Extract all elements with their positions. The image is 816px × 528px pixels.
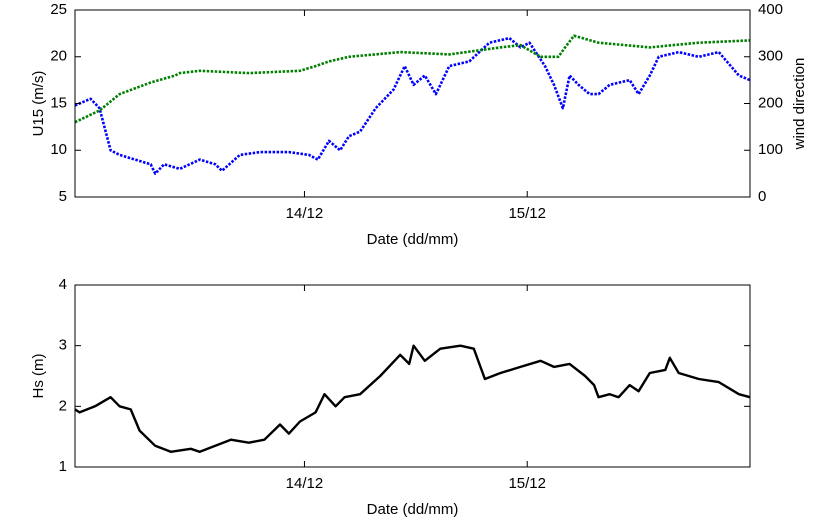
y2-tick-label: 100 bbox=[758, 141, 783, 158]
y2-tick-label: 300 bbox=[758, 48, 783, 65]
plot: 14/12 15/12 1 2 3 4 Date (dd/mm) Hs (m) bbox=[30, 276, 751, 518]
plot: 14/12 15/12 5 10 15 20 25 0 100 200 300 400 Date (dd… bbox=[30, 1, 808, 248]
y-tick-label: 1 bbox=[59, 458, 67, 475]
y-axis-label: U15 (m/s) bbox=[30, 71, 47, 137]
y-tick-label: 3 bbox=[59, 337, 67, 354]
y-tick-label: 2 bbox=[59, 397, 67, 414]
x-axis-label: Date (dd/mm) bbox=[367, 501, 459, 518]
x-axis-label: Date (dd/mm) bbox=[367, 231, 459, 248]
series-line bbox=[74, 344, 751, 453]
y-axis-label: Hs (m) bbox=[30, 354, 47, 399]
y2-tick-label: 400 bbox=[758, 1, 783, 18]
y2-tick-label: 200 bbox=[758, 94, 783, 111]
y-tick-label: 4 bbox=[59, 276, 67, 293]
y2-tick-label: 0 bbox=[758, 188, 766, 205]
x-tick-label: 14/12 bbox=[286, 475, 324, 492]
x-tick-label: 15/12 bbox=[508, 475, 546, 492]
plot-frame bbox=[74, 284, 751, 468]
series-line bbox=[74, 34, 751, 124]
y-tick-label: 10 bbox=[50, 141, 67, 158]
series-line bbox=[74, 36, 751, 175]
y2-axis-label: wind direction bbox=[791, 58, 808, 151]
y-tick-label: 20 bbox=[50, 48, 67, 65]
y-tick-label: 25 bbox=[50, 1, 67, 18]
x-tick-label: 14/12 bbox=[286, 205, 324, 222]
y-tick-label: 5 bbox=[59, 188, 67, 205]
y-tick-label: 15 bbox=[50, 94, 67, 111]
x-tick-label: 15/12 bbox=[508, 205, 546, 222]
